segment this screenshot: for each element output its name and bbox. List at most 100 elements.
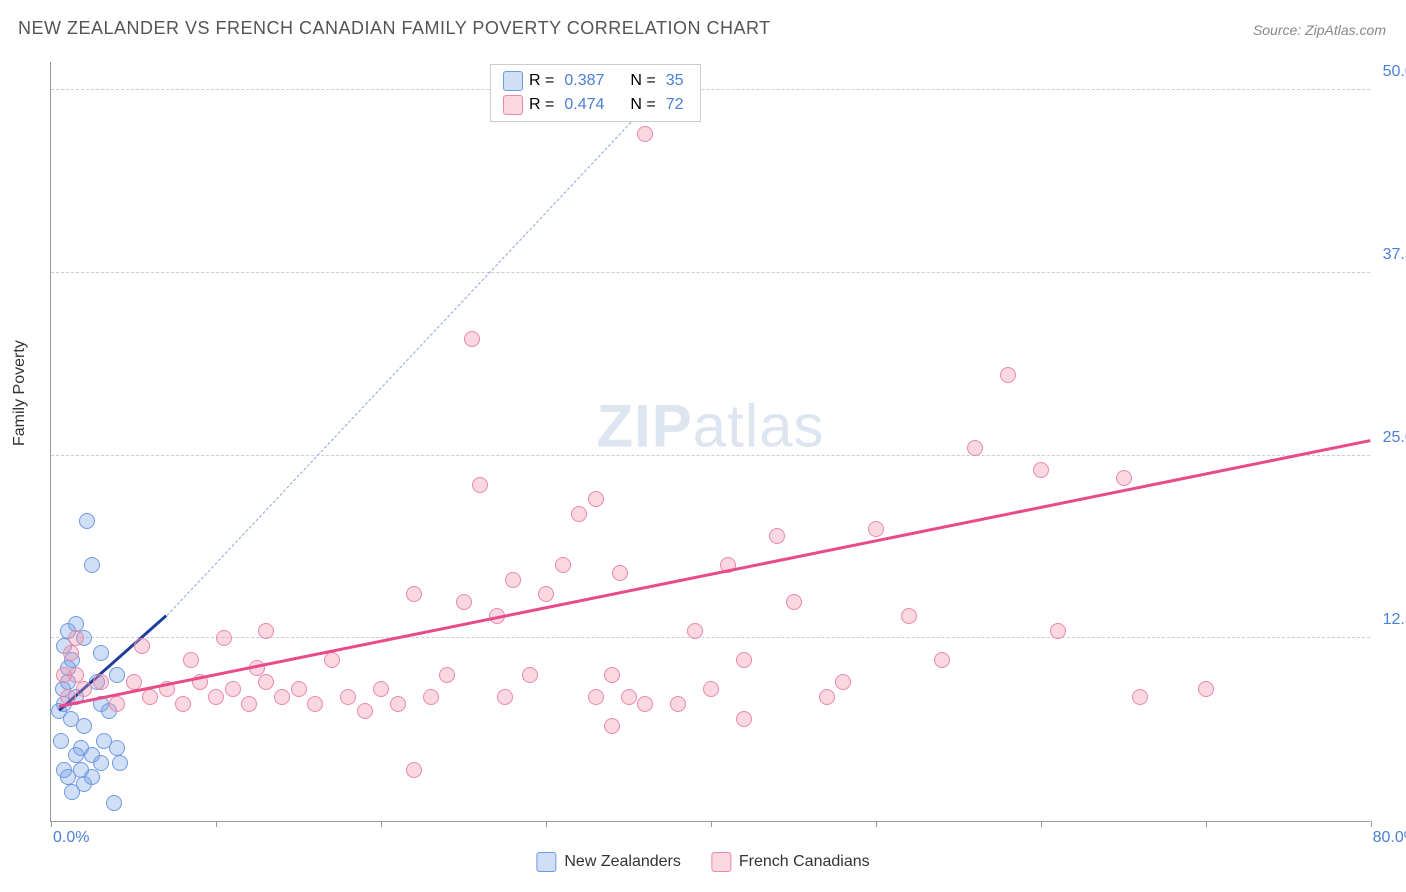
grid-line [51,272,1370,273]
scatter-point [56,667,72,683]
source-label: Source: ZipAtlas.com [1253,22,1386,38]
scatter-point [307,696,323,712]
scatter-point [68,747,84,763]
scatter-point [571,506,587,522]
scatter-point [522,667,538,683]
scatter-point [109,696,125,712]
x-tick [711,821,712,827]
scatter-point [216,630,232,646]
x-tick [1371,821,1372,827]
n-value: 35 [666,72,684,90]
x-tick [381,821,382,827]
scatter-point [76,718,92,734]
stats-row: R =0.387N =35 [503,69,688,93]
scatter-point [406,586,422,602]
n-value: 72 [666,96,684,114]
x-tick [546,821,547,827]
x-tick [1041,821,1042,827]
scatter-point [505,572,521,588]
scatter-point [357,703,373,719]
y-tick-label: 12.5% [1383,611,1406,629]
legend-label: New Zealanders [564,853,681,871]
x-tick [216,821,217,827]
scatter-point [819,689,835,705]
scatter-point [934,652,950,668]
legend-label: French Canadians [739,853,870,871]
n-label: N = [630,72,655,90]
x-tick [51,821,52,827]
legend-swatch [503,95,523,115]
n-label: N = [630,96,655,114]
scatter-point [258,674,274,690]
grid-line [51,637,1370,638]
grid-line [51,89,1370,90]
scatter-point [1132,689,1148,705]
plot-area: ZIPatlas 12.5%25.0%37.5%50.0%0.0%80.0% [50,62,1370,822]
scatter-point [76,681,92,697]
scatter-point [637,126,653,142]
scatter-point [464,331,480,347]
scatter-point [106,795,122,811]
watermark: ZIPatlas [596,392,824,461]
scatter-point [274,689,290,705]
trend-line [59,439,1371,707]
scatter-point [835,674,851,690]
scatter-point [621,689,637,705]
legend-item: French Canadians [711,852,870,872]
scatter-point [604,718,620,734]
scatter-point [456,594,472,610]
x-tick [1206,821,1207,827]
scatter-point [84,557,100,573]
legend-swatch [711,852,731,872]
watermark-zip: ZIP [596,393,692,460]
scatter-point [406,762,422,778]
x-tick [876,821,877,827]
scatter-point [208,689,224,705]
scatter-point [109,667,125,683]
stats-box: R =0.387N =35R =0.474N =72 [490,64,701,122]
y-tick-label: 25.0% [1383,429,1406,447]
scatter-point [390,696,406,712]
scatter-point [703,681,719,697]
bottom-legend: New Zealanders French Canadians [536,852,869,872]
scatter-point [497,689,513,705]
scatter-point [68,630,84,646]
scatter-point [63,645,79,661]
grid-line [51,455,1370,456]
scatter-point [736,711,752,727]
legend-swatch [503,71,523,91]
scatter-point [373,681,389,697]
x-max-label: 80.0% [1373,829,1406,847]
scatter-point [142,689,158,705]
scatter-point [93,674,109,690]
legend-swatch [536,852,556,872]
scatter-point [670,696,686,712]
scatter-point [340,689,356,705]
scatter-point [555,557,571,573]
scatter-point [687,623,703,639]
scatter-point [225,681,241,697]
r-label: R = [529,96,554,114]
scatter-point [258,623,274,639]
scatter-point [736,652,752,668]
scatter-point [56,762,72,778]
scatter-point [588,491,604,507]
chart-container: NEW ZEALANDER VS FRENCH CANADIAN FAMILY … [0,0,1406,892]
scatter-point [637,696,653,712]
scatter-point [588,689,604,705]
scatter-point [183,652,199,668]
scatter-point [134,638,150,654]
scatter-point [324,652,340,668]
y-tick-label: 37.5% [1383,246,1406,264]
scatter-point [604,667,620,683]
y-tick-label: 50.0% [1383,63,1406,81]
scatter-point [1050,623,1066,639]
scatter-point [84,769,100,785]
scatter-point [612,565,628,581]
scatter-point [291,681,307,697]
r-value: 0.387 [564,72,604,90]
scatter-point [112,755,128,771]
scatter-point [53,733,69,749]
y-axis-label: Family Poverty [11,340,29,446]
scatter-point [439,667,455,683]
